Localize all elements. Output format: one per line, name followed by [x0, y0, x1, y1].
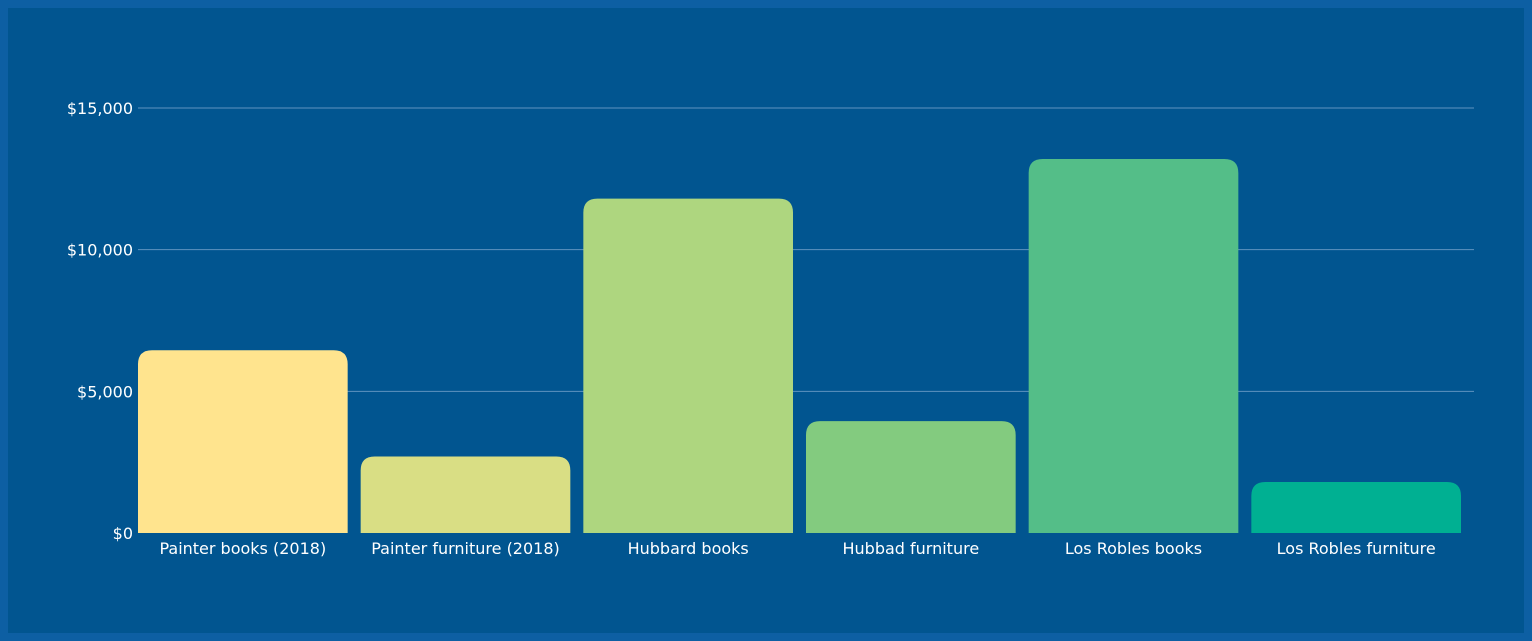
y-axis-ticks: $0 $5,000 $10,000 $15,000: [67, 99, 133, 543]
x-tick-label: Hubbard books: [628, 539, 749, 558]
x-axis-labels: Painter books (2018) Painter furniture (2…: [159, 539, 1435, 558]
x-tick-label: Los Robles furniture: [1277, 539, 1436, 558]
bar: [583, 198, 793, 533]
bar: [1028, 159, 1239, 533]
bars: [138, 159, 1461, 533]
y-tick-label: $10,000: [67, 241, 133, 260]
y-tick-label: $5,000: [77, 382, 133, 401]
y-tick-label: $15,000: [67, 99, 133, 118]
bar: [138, 350, 348, 533]
gridlines: [138, 107, 1474, 392]
y-tick-label: $0: [113, 524, 133, 543]
x-tick-label: Painter furniture (2018): [371, 539, 560, 558]
bar: [806, 421, 1016, 533]
bar: [1251, 482, 1461, 533]
x-tick-label: Painter books (2018): [159, 539, 326, 558]
bar: [360, 456, 571, 533]
x-tick-label: Hubbad furniture: [842, 539, 979, 558]
x-tick-label: Los Robles books: [1065, 539, 1202, 558]
